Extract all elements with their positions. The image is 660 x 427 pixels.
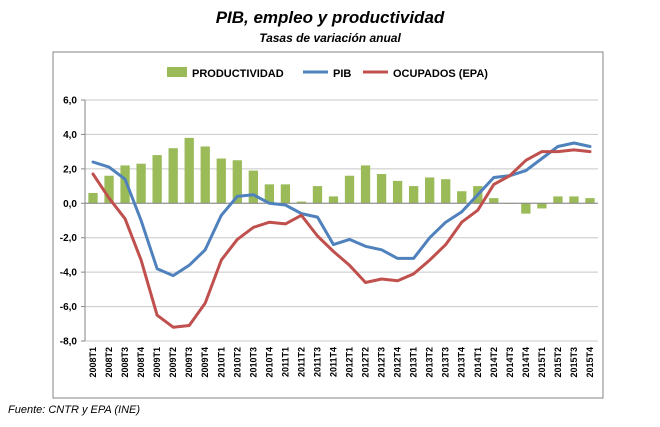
y-tick-label: -8,0: [60, 337, 78, 348]
bar-productividad: [120, 165, 130, 204]
bar-productividad: [376, 174, 387, 204]
bar-productividad: [216, 158, 226, 204]
productividad-bars: [88, 137, 595, 214]
bar-productividad: [200, 146, 210, 204]
y-tick-label: 6,0: [63, 96, 77, 107]
x-tick-label: 2014T4: [521, 347, 531, 378]
bar-productividad: [232, 160, 242, 204]
x-tick-label: 2013T1: [409, 347, 419, 378]
line-pib: [91, 141, 592, 278]
bar-productividad: [152, 155, 162, 204]
grid-lines: [85, 99, 598, 342]
bar-productividad: [248, 170, 258, 204]
chart-frame: [52, 51, 604, 399]
bar-productividad: [569, 196, 579, 204]
x-tick-label: 2008T2: [104, 347, 114, 378]
bar-productividad: [280, 184, 291, 204]
legend-label-pib: PIB: [333, 68, 351, 80]
x-tick-label: 2012T1: [345, 347, 355, 378]
x-tick-label: 2008T1: [88, 347, 98, 378]
x-tick-label: 2013T4: [457, 347, 467, 378]
y-tick-label: -2,0: [60, 233, 78, 244]
bar-productividad: [360, 165, 371, 204]
bar-productividad: [425, 177, 435, 204]
x-tick-label: 2012T3: [377, 347, 387, 378]
x-tick-label: 2015T4: [585, 347, 595, 378]
x-tick-label: 2009T4: [200, 347, 210, 378]
y-axis-ticks: 6,0 4,0 2,0 0,0 -2,0 -4,0 -6,0 -8,0: [60, 96, 86, 348]
x-tick-label: 2011T4: [328, 347, 338, 377]
bar-productividad: [537, 203, 547, 209]
x-tick-label: 2013T2: [425, 347, 435, 378]
series-lines: [91, 141, 592, 329]
legend-swatch-productividad: [167, 67, 187, 77]
bar-productividad: [441, 179, 451, 204]
x-tick-label: 2010T1: [216, 347, 226, 378]
bar-productividad: [104, 175, 114, 204]
y-tick-label: 0,0: [63, 199, 77, 210]
x-tick-label: 2010T2: [232, 347, 242, 378]
x-tick-label: 2014T1: [473, 347, 483, 378]
x-tick-label: 2011T2: [296, 347, 306, 377]
x-tick-label: 2014T3: [505, 347, 515, 378]
bar-productividad: [184, 137, 194, 204]
y-tick-label: -4,0: [60, 268, 78, 279]
bar-productividad: [136, 163, 146, 204]
x-tick-label: 2015T1: [537, 347, 547, 378]
bar-productividad: [344, 175, 355, 204]
x-tick-label: 2008T4: [136, 347, 146, 378]
x-tick-label: 2012T4: [393, 347, 403, 378]
bar-productividad: [457, 191, 467, 204]
chart-subtitle: Tasas de variación anual: [259, 31, 401, 45]
x-tick-label: 2013T3: [441, 347, 451, 378]
bar-productividad: [88, 192, 98, 204]
bar-productividad: [168, 148, 178, 204]
y-tick-label: 4,0: [63, 130, 77, 141]
chart-title: PIB, empleo y productividad: [215, 8, 445, 27]
x-axis-ticks: 2008T1 2008T2 2008T3 2008T4 2009T1 2009T2 2009…: [88, 347, 595, 378]
bar-productividad: [585, 198, 595, 204]
x-tick-label: 2009T2: [168, 347, 178, 378]
x-tick-label: 2009T3: [184, 347, 194, 378]
x-tick-label: 2011T3: [312, 347, 322, 377]
source-note: Fuente: CNTR y EPA (INE): [8, 404, 141, 416]
bar-productividad: [312, 186, 323, 204]
legend-label-productividad: PRODUCTIVIDAD: [192, 68, 284, 80]
x-tick-label: 2015T2: [553, 347, 563, 378]
y-tick-label: 2,0: [63, 164, 77, 175]
bar-productividad: [408, 186, 419, 204]
bar-productividad: [296, 201, 307, 204]
x-tick-label: 2012T2: [361, 347, 371, 378]
bar-productividad: [521, 203, 531, 214]
legend: PRODUCTIVIDAD PIB OCUPADOS (EPA): [167, 67, 488, 80]
y-tick-label: -6,0: [60, 302, 78, 313]
line-ocupados: [91, 148, 592, 329]
bar-productividad: [489, 198, 499, 204]
x-tick-label: 2009T1: [152, 347, 162, 378]
x-tick-label: 2010T3: [248, 347, 258, 378]
legend-label-ocupados: OCUPADOS (EPA): [393, 68, 488, 80]
bar-productividad: [264, 184, 275, 204]
bar-productividad: [392, 180, 403, 204]
x-tick-label: 2014T2: [489, 347, 499, 378]
x-tick-label: 2015T3: [569, 347, 579, 378]
x-tick-label: 2011T1: [280, 347, 290, 377]
x-tick-label: 2010T4: [264, 347, 274, 378]
bar-productividad: [328, 196, 339, 204]
x-tick-label: 2008T3: [120, 347, 130, 378]
bar-productividad: [553, 196, 563, 204]
